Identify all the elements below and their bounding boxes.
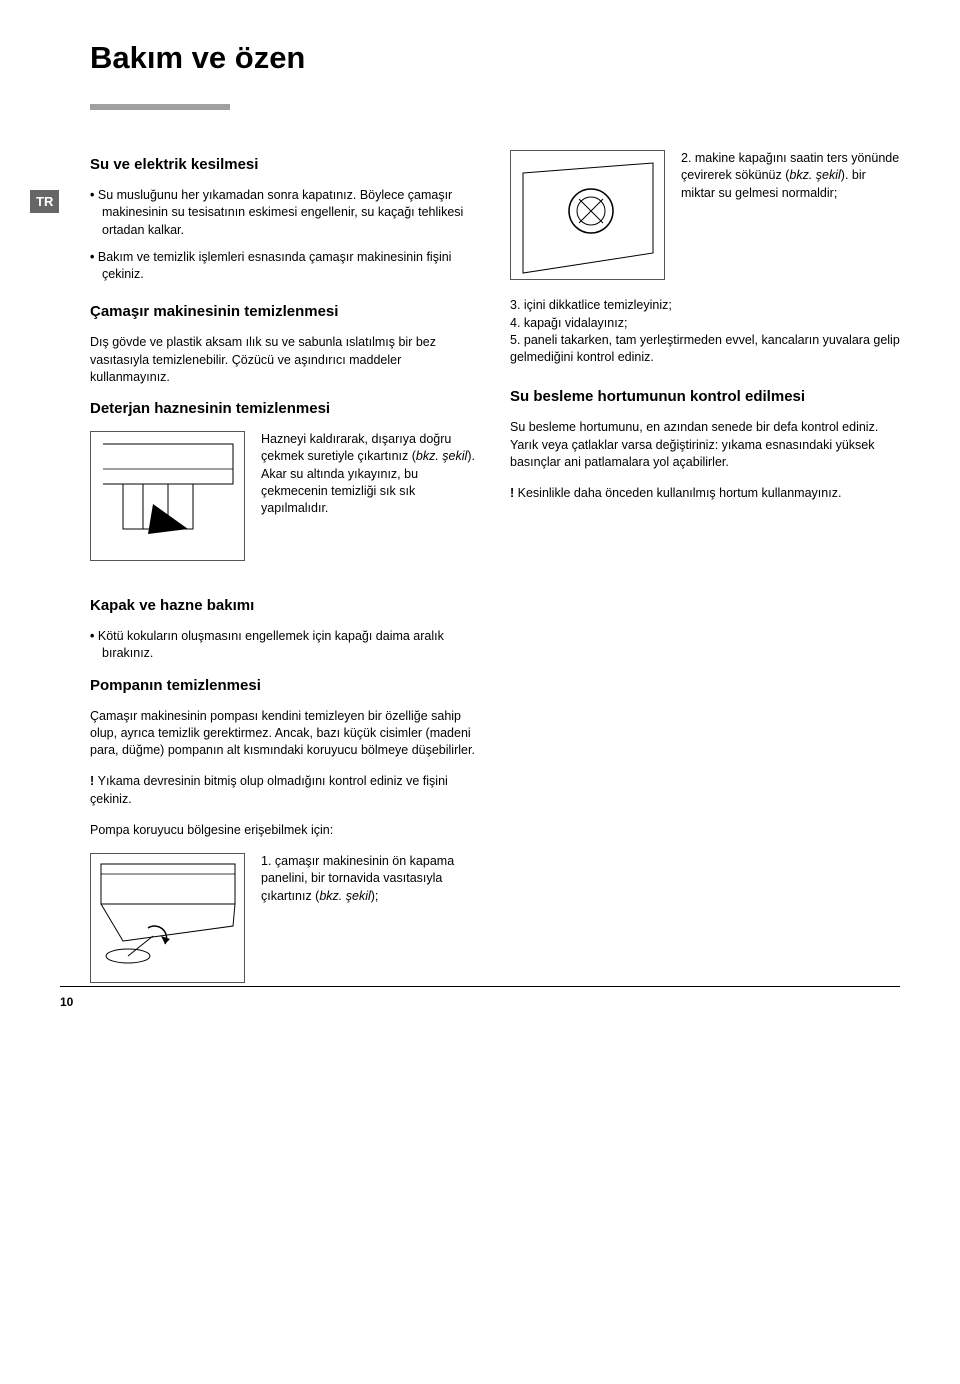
figure-front-panel	[90, 853, 245, 983]
warning-paragraph: ! Yıkama devresinin bitmiş olup olmadığı…	[90, 773, 480, 808]
page-title: Bakım ve özen	[90, 40, 900, 76]
figure-caption: 1. çamaşır makinesinin ön kapama panelin…	[261, 853, 480, 905]
footer-rule	[60, 986, 900, 987]
warning-paragraph: ! Kesinlikle daha önceden kullanılmış ho…	[510, 485, 900, 502]
section-heading-deterjan: Deterjan haznesinin temizlenmesi	[90, 400, 480, 417]
figure-pump-cap	[510, 150, 665, 280]
bullet-list: Kötü kokuların oluşmasını engellemek içi…	[90, 628, 480, 663]
section-heading-pompa: Pompanın temizlenmesi	[90, 677, 480, 694]
bullet-item: Kötü kokuların oluşmasını engellemek içi…	[90, 628, 480, 663]
paragraph: 3. içini dikkatlice temizleyiniz; 4. kap…	[510, 297, 900, 366]
section-heading-su-elektrik: Su ve elektrik kesilmesi	[90, 156, 480, 173]
paragraph: Dış gövde ve plastik aksam ılık su ve sa…	[90, 334, 480, 386]
paragraph: Su besleme hortumunu, en azından senede …	[510, 419, 900, 471]
figure-caption: 2. makine kapağını saatin ters yönünde ç…	[681, 150, 900, 202]
bullet-item: Su musluğunu her yıkamadan sonra kapatın…	[90, 187, 480, 239]
page-number: 10	[60, 995, 73, 1009]
section-heading-hortum: Su besleme hortumunun kontrol edilmesi	[510, 388, 900, 405]
bullet-item: Bakım ve temizlik işlemleri esnasında ça…	[90, 249, 480, 284]
paragraph: Çamaşır makinesinin pompası kendini temi…	[90, 708, 480, 760]
section-heading-temizlenmesi: Çamaşır makinesinin temizlenmesi	[90, 303, 480, 320]
language-tag: TR	[30, 190, 59, 213]
title-rule	[90, 104, 230, 110]
paragraph: Pompa koruyucu bölgesine erişebilmek içi…	[90, 822, 480, 839]
section-heading-kapak: Kapak ve hazne bakımı	[90, 597, 480, 614]
figure-detergent-drawer	[90, 431, 245, 561]
bullet-list: Su musluğunu her yıkamadan sonra kapatın…	[90, 187, 480, 283]
figure-caption: Hazneyi kaldırarak, dışarıya doğru çekme…	[261, 431, 480, 517]
